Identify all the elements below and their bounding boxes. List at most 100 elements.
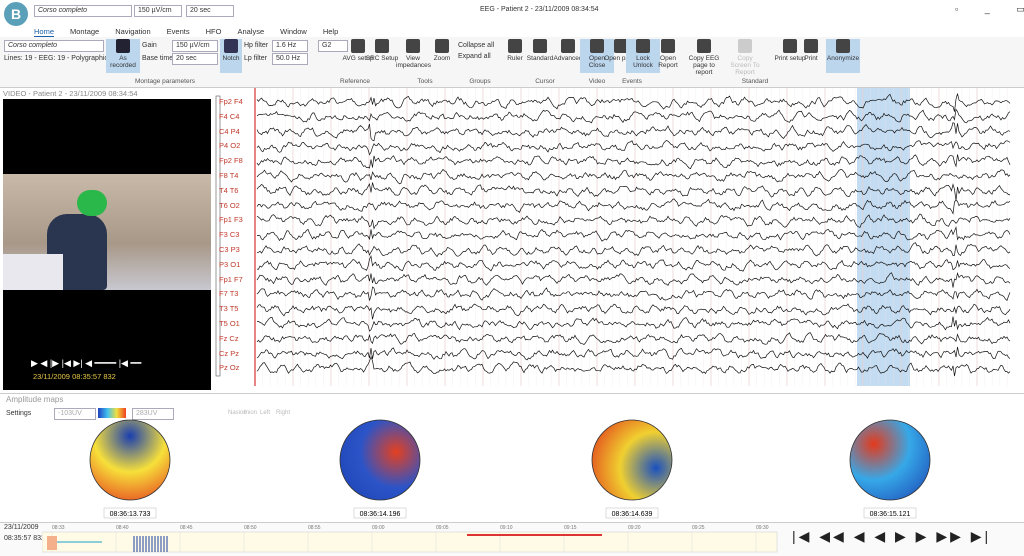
- maps-max[interactable]: 283UV: [132, 408, 174, 420]
- button-icon: [533, 39, 547, 53]
- playback-controls[interactable]: |◀ ◀◀ ◀ ◀ ▶ ▶ ▶▶ ▶|: [792, 528, 992, 544]
- ribbon-button[interactable]: AVG setup: [341, 39, 375, 73]
- channel-label: T6 O2: [219, 200, 240, 210]
- window-title: EEG - Patient 2 - 23/11/2009 08:34:54: [480, 6, 599, 13]
- map-time: 08:36:14.196: [360, 511, 401, 518]
- button-icon: [804, 39, 818, 53]
- color-scale: [98, 408, 126, 418]
- gain-select[interactable]: 150 µV/cm: [134, 5, 182, 17]
- collapse-all[interactable]: Collapse all: [458, 42, 495, 49]
- base-time-select[interactable]: 20 sec: [186, 5, 234, 17]
- button-label: Copy EEG page to report: [688, 55, 720, 76]
- eeg-trace: [256, 108, 1011, 124]
- ribbon-button[interactable]: Zoom: [425, 39, 459, 73]
- eeg-trace: [256, 139, 1011, 156]
- video-controls[interactable]: ▶ ◀ |▶ |◀ ▶| ◀ ━━━━ |◀ ━━: [31, 358, 142, 368]
- button-icon: [614, 39, 628, 53]
- channel-label: T5 O1: [219, 319, 240, 328]
- menu-tab[interactable]: Help: [322, 27, 339, 36]
- ribbon-button[interactable]: Print setup: [773, 39, 807, 73]
- lp-label: Lp filter: [244, 55, 267, 62]
- menu-tab[interactable]: Navigation: [115, 27, 151, 36]
- button-label: Lock Unlock: [633, 55, 653, 69]
- eeg-trace: [256, 122, 1011, 142]
- channel-label: Fp1 F3: [219, 215, 243, 225]
- button-label: Zoom: [433, 55, 451, 62]
- timeline-track: 08:33 08:40 08:45 08:50 08:55 09:00 09:05 09:10…: [42, 525, 778, 553]
- menu-tab[interactable]: Home: [34, 27, 55, 37]
- button-label: Open Close: [588, 55, 606, 69]
- ribbon-button[interactable]: Standard: [523, 39, 557, 73]
- gain-field[interactable]: 150 µV/cm: [172, 40, 218, 52]
- channel-label: F7 T3: [219, 289, 239, 299]
- map-time: 08:36:13.733: [110, 511, 151, 518]
- timeline-tick: 09:15: [564, 525, 577, 531]
- window-controls[interactable]: ▫ _ ▭ ✕: [955, 4, 1024, 14]
- scalp-map[interactable]: [849, 419, 931, 501]
- ribbon-button[interactable]: View impedances: [396, 39, 432, 73]
- scalp-map[interactable]: [89, 419, 171, 501]
- map-option[interactable]: Inion: [244, 410, 258, 416]
- menu-tab[interactable]: Analyse: [237, 27, 265, 36]
- ribbon-group-label: Tools: [417, 78, 433, 85]
- eeg-trace: [256, 182, 1011, 201]
- map-time-box: [353, 507, 407, 519]
- ribbon-button[interactable]: Open Report: [651, 39, 685, 73]
- ribbon-button[interactable]: Advanced: [551, 39, 585, 73]
- ribbon-button[interactable]: Open panel: [604, 39, 638, 73]
- ribbon-button[interactable]: SRC Setup: [365, 39, 399, 73]
- lp-field[interactable]: 50.0 Hz: [272, 53, 308, 65]
- ribbon-button[interactable]: Anonymize: [826, 39, 860, 73]
- maps-min[interactable]: -103UV: [54, 408, 96, 420]
- map-option[interactable]: Right: [276, 410, 291, 416]
- eeg-trace: [256, 303, 1011, 320]
- notch-button[interactable]: Notch: [220, 39, 242, 73]
- menu-tab[interactable]: Events: [166, 27, 190, 36]
- button-icon: [508, 39, 522, 53]
- ribbon-button[interactable]: Lock Unlock: [626, 39, 660, 73]
- channel-label: Fp1 F7: [219, 274, 243, 284]
- bed: [3, 254, 63, 290]
- ribbon-group-label: Cursor: [535, 78, 555, 85]
- timeline-tick: 09:30: [756, 525, 769, 531]
- button-label: Advanced: [553, 55, 583, 62]
- ribbon-button[interactable]: Copy Screen To Report: [728, 39, 762, 76]
- ribbon-button[interactable]: Print: [794, 39, 828, 73]
- montage-select[interactable]: Corso completo: [34, 5, 132, 17]
- map-option[interactable]: Nasion: [228, 410, 247, 416]
- scalp-map[interactable]: [339, 419, 421, 501]
- menu-tab[interactable]: Montage: [70, 27, 100, 36]
- map-option[interactable]: Left: [260, 410, 271, 416]
- maps-area: 08:36:13.733 08:36:14.196 08:36:14.639 08:3…: [89, 419, 931, 519]
- ribbon-button[interactable]: Open Close: [580, 39, 614, 73]
- ribbon-group-label: Video: [588, 78, 606, 85]
- reference-select[interactable]: G2: [318, 40, 348, 52]
- base-time-field[interactable]: 20 sec: [172, 53, 218, 65]
- button-label: Ruler: [507, 55, 523, 62]
- button-icon: [406, 39, 420, 53]
- as-recorded-button[interactable]: As recorded: [106, 39, 140, 73]
- timeline-tick: 09:20: [628, 525, 641, 531]
- expand-all[interactable]: Expand all: [458, 53, 491, 60]
- button-label: Print setup: [774, 55, 806, 62]
- eeg-trace: [256, 242, 1011, 258]
- button-label: Open Report: [658, 55, 678, 69]
- hp-field[interactable]: 1.6 Hz: [272, 40, 308, 52]
- eeg-trace: [256, 332, 1011, 346]
- menu-tab[interactable]: Window: [280, 27, 307, 36]
- maps-settings[interactable]: Settings: [6, 410, 32, 417]
- eeg-trace: [256, 255, 1011, 272]
- ribbon-button[interactable]: Ruler: [498, 39, 532, 73]
- app-logo[interactable]: B: [4, 2, 28, 26]
- montage-field[interactable]: Corso completo: [4, 40, 104, 52]
- map-time: 08:36:14.639: [612, 511, 653, 518]
- channel-label: F4 C4: [219, 111, 240, 121]
- button-label: View impedances: [396, 55, 432, 69]
- menu-tab[interactable]: HFO: [205, 27, 222, 36]
- channel-label: Fz Cz: [219, 333, 239, 343]
- scalp-map[interactable]: [591, 419, 673, 501]
- channel-label: Cz Pz: [219, 348, 240, 358]
- ribbon-button[interactable]: Copy EEG page to report: [687, 39, 721, 76]
- button-label: AVG setup: [342, 55, 374, 62]
- timeline-tick: 08:33: [52, 525, 65, 531]
